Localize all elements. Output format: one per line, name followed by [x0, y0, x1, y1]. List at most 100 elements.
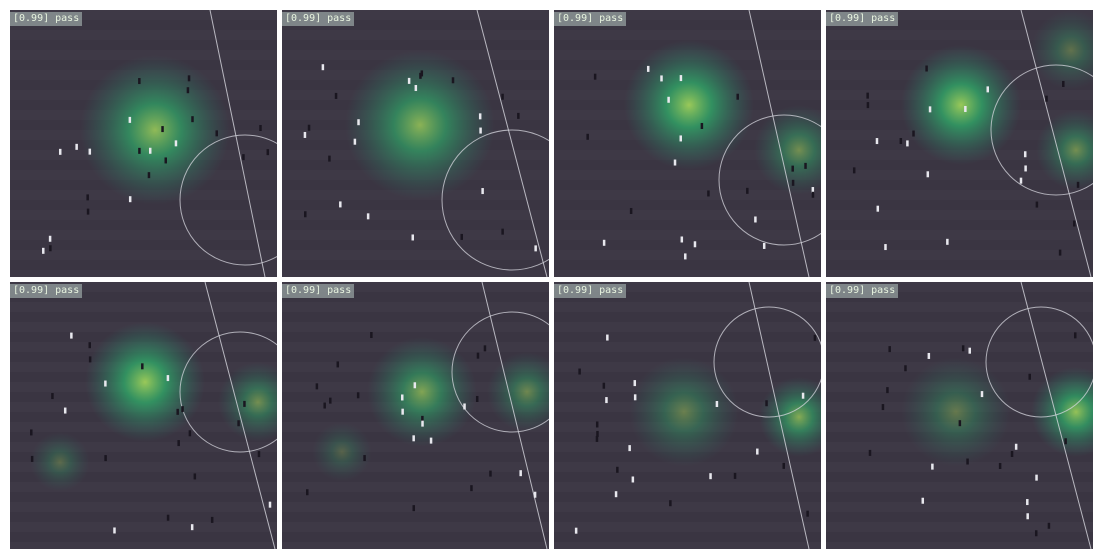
player	[501, 93, 504, 100]
pitch-stripe	[826, 10, 1093, 20]
player	[161, 126, 164, 133]
player	[336, 361, 340, 368]
player	[888, 346, 891, 353]
player	[421, 420, 424, 427]
pitch-line	[481, 282, 548, 549]
pitch-stripe	[282, 322, 549, 332]
pitch-stripe	[554, 502, 821, 512]
frame-image	[10, 10, 277, 277]
player	[912, 130, 915, 137]
player	[339, 201, 342, 208]
heat-blob	[1036, 110, 1093, 190]
pitch-stripe	[826, 270, 1093, 277]
player	[852, 167, 856, 174]
pitch-stripe	[826, 302, 1093, 312]
prediction-label: [0.99] pass	[10, 12, 83, 26]
pitch-stripe	[10, 522, 277, 532]
center-circle	[179, 134, 277, 266]
pitch-stripe	[10, 270, 277, 277]
pitch-line	[476, 10, 548, 277]
frame-panel: [0.99] pass	[554, 282, 821, 549]
player	[1035, 474, 1038, 481]
player	[30, 429, 33, 436]
player	[401, 408, 404, 415]
pitch-line	[1020, 282, 1092, 549]
pitch-stripe	[826, 462, 1093, 472]
heat-blob	[901, 45, 1021, 165]
player	[986, 86, 989, 93]
pitch-stripe	[554, 30, 821, 40]
player	[321, 64, 325, 71]
pitch-stripe	[282, 30, 549, 40]
frame-image	[282, 282, 549, 549]
frame-image	[282, 10, 549, 277]
player	[762, 242, 766, 249]
player	[754, 216, 757, 223]
center-circle	[179, 331, 277, 453]
player	[736, 93, 739, 100]
heat-blob	[487, 352, 549, 432]
center-circle	[713, 306, 821, 418]
player	[875, 138, 879, 145]
prediction-label: [0.99] pass	[554, 12, 627, 26]
player	[86, 208, 90, 215]
player	[679, 135, 682, 142]
player	[113, 527, 116, 534]
player	[86, 194, 89, 201]
pitch-stripe	[554, 482, 821, 492]
pitch-stripe	[826, 210, 1093, 220]
player	[188, 430, 192, 437]
heat-blob	[80, 55, 230, 205]
pitch-stripe	[282, 302, 549, 312]
heat-blob	[345, 50, 495, 200]
player	[419, 72, 422, 79]
player	[186, 87, 190, 94]
player	[401, 394, 404, 401]
pitch-stripe	[826, 190, 1093, 200]
frame-panel: [0.99] pass	[554, 10, 821, 277]
pitch-stripe	[10, 502, 277, 512]
player	[595, 435, 599, 442]
player	[306, 489, 309, 496]
frame-image	[10, 282, 277, 549]
player	[693, 241, 697, 248]
player	[138, 78, 141, 85]
player	[303, 131, 307, 138]
player	[174, 140, 178, 147]
pitch-stripe	[554, 342, 821, 352]
player	[187, 75, 191, 82]
player	[215, 130, 218, 137]
player	[884, 244, 887, 251]
pitch-stripe	[826, 342, 1093, 352]
heat-blob	[30, 432, 90, 492]
player	[51, 393, 54, 400]
player	[30, 455, 34, 462]
player	[966, 458, 969, 465]
pitch-stripe	[826, 250, 1093, 260]
player	[791, 179, 795, 186]
player	[906, 140, 909, 147]
player	[237, 420, 240, 427]
player	[356, 392, 360, 399]
pitch-stripe	[554, 282, 821, 292]
player	[1010, 450, 1014, 457]
player	[899, 138, 903, 145]
player	[177, 440, 180, 447]
player	[451, 77, 455, 84]
pitch-stripe	[554, 270, 821, 277]
player	[138, 147, 141, 154]
pitch-stripe	[10, 10, 277, 20]
center-circle	[718, 114, 821, 246]
player	[88, 148, 92, 155]
player	[633, 380, 637, 387]
heat-blob	[218, 362, 277, 442]
player	[925, 65, 928, 72]
player	[411, 234, 415, 241]
player	[259, 124, 262, 131]
player	[886, 387, 889, 394]
player	[104, 380, 107, 387]
player	[707, 190, 710, 197]
player	[606, 334, 609, 341]
pitch-stripe	[826, 482, 1093, 492]
player	[412, 435, 415, 442]
